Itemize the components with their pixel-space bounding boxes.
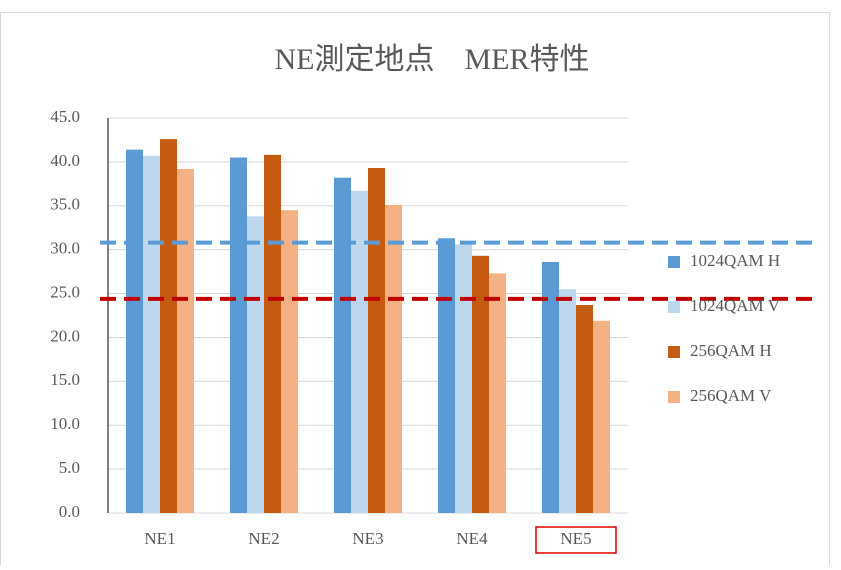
bar (281, 210, 298, 513)
chart-border (0, 12, 830, 570)
y-tick-label: 25.0 (50, 282, 80, 301)
bar (455, 244, 472, 513)
bar (230, 157, 247, 513)
legend-label: 1024QAM V (690, 296, 781, 315)
legend-swatch (668, 256, 680, 268)
legend-label: 256QAM H (690, 341, 772, 360)
bar (576, 304, 593, 513)
legend-label: 256QAM V (690, 386, 772, 405)
x-tick-label: NE3 (352, 529, 383, 548)
bar (160, 139, 177, 514)
bar (264, 154, 281, 513)
bar (143, 155, 160, 513)
y-tick-label: 15.0 (50, 370, 80, 389)
bar (385, 204, 402, 513)
bar (559, 289, 576, 513)
bar (438, 238, 455, 513)
bar (126, 149, 143, 513)
chart-title: NE測定地点 MER特性 (275, 43, 590, 76)
y-tick-label: 20.0 (50, 326, 80, 345)
y-tick-label: 45.0 (50, 107, 80, 126)
bar (593, 320, 610, 513)
y-tick-label: 0.0 (59, 502, 80, 521)
x-tick-label: NE2 (248, 529, 279, 548)
bar (351, 190, 368, 513)
legend-swatch (668, 391, 680, 403)
legend-swatch (668, 346, 680, 358)
x-tick-label: NE1 (144, 529, 175, 548)
x-tick-label: NE4 (456, 529, 488, 548)
legend-swatch (668, 301, 680, 313)
bar (334, 177, 351, 513)
y-tick-label: 10.0 (50, 414, 80, 433)
highlight-box (535, 526, 617, 554)
bar (247, 216, 264, 514)
y-tick-label: 5.0 (59, 458, 80, 477)
bar (472, 255, 489, 514)
y-tick-label: 35.0 (50, 195, 80, 214)
legend-label: 1024QAM H (690, 251, 780, 270)
x-tick-label: NE5 (560, 529, 591, 548)
bar (177, 168, 194, 513)
bar (542, 261, 559, 513)
bar (489, 273, 506, 513)
y-tick-label: 40.0 (50, 151, 80, 170)
bar (368, 168, 385, 514)
y-tick-label: 30.0 (50, 239, 80, 258)
